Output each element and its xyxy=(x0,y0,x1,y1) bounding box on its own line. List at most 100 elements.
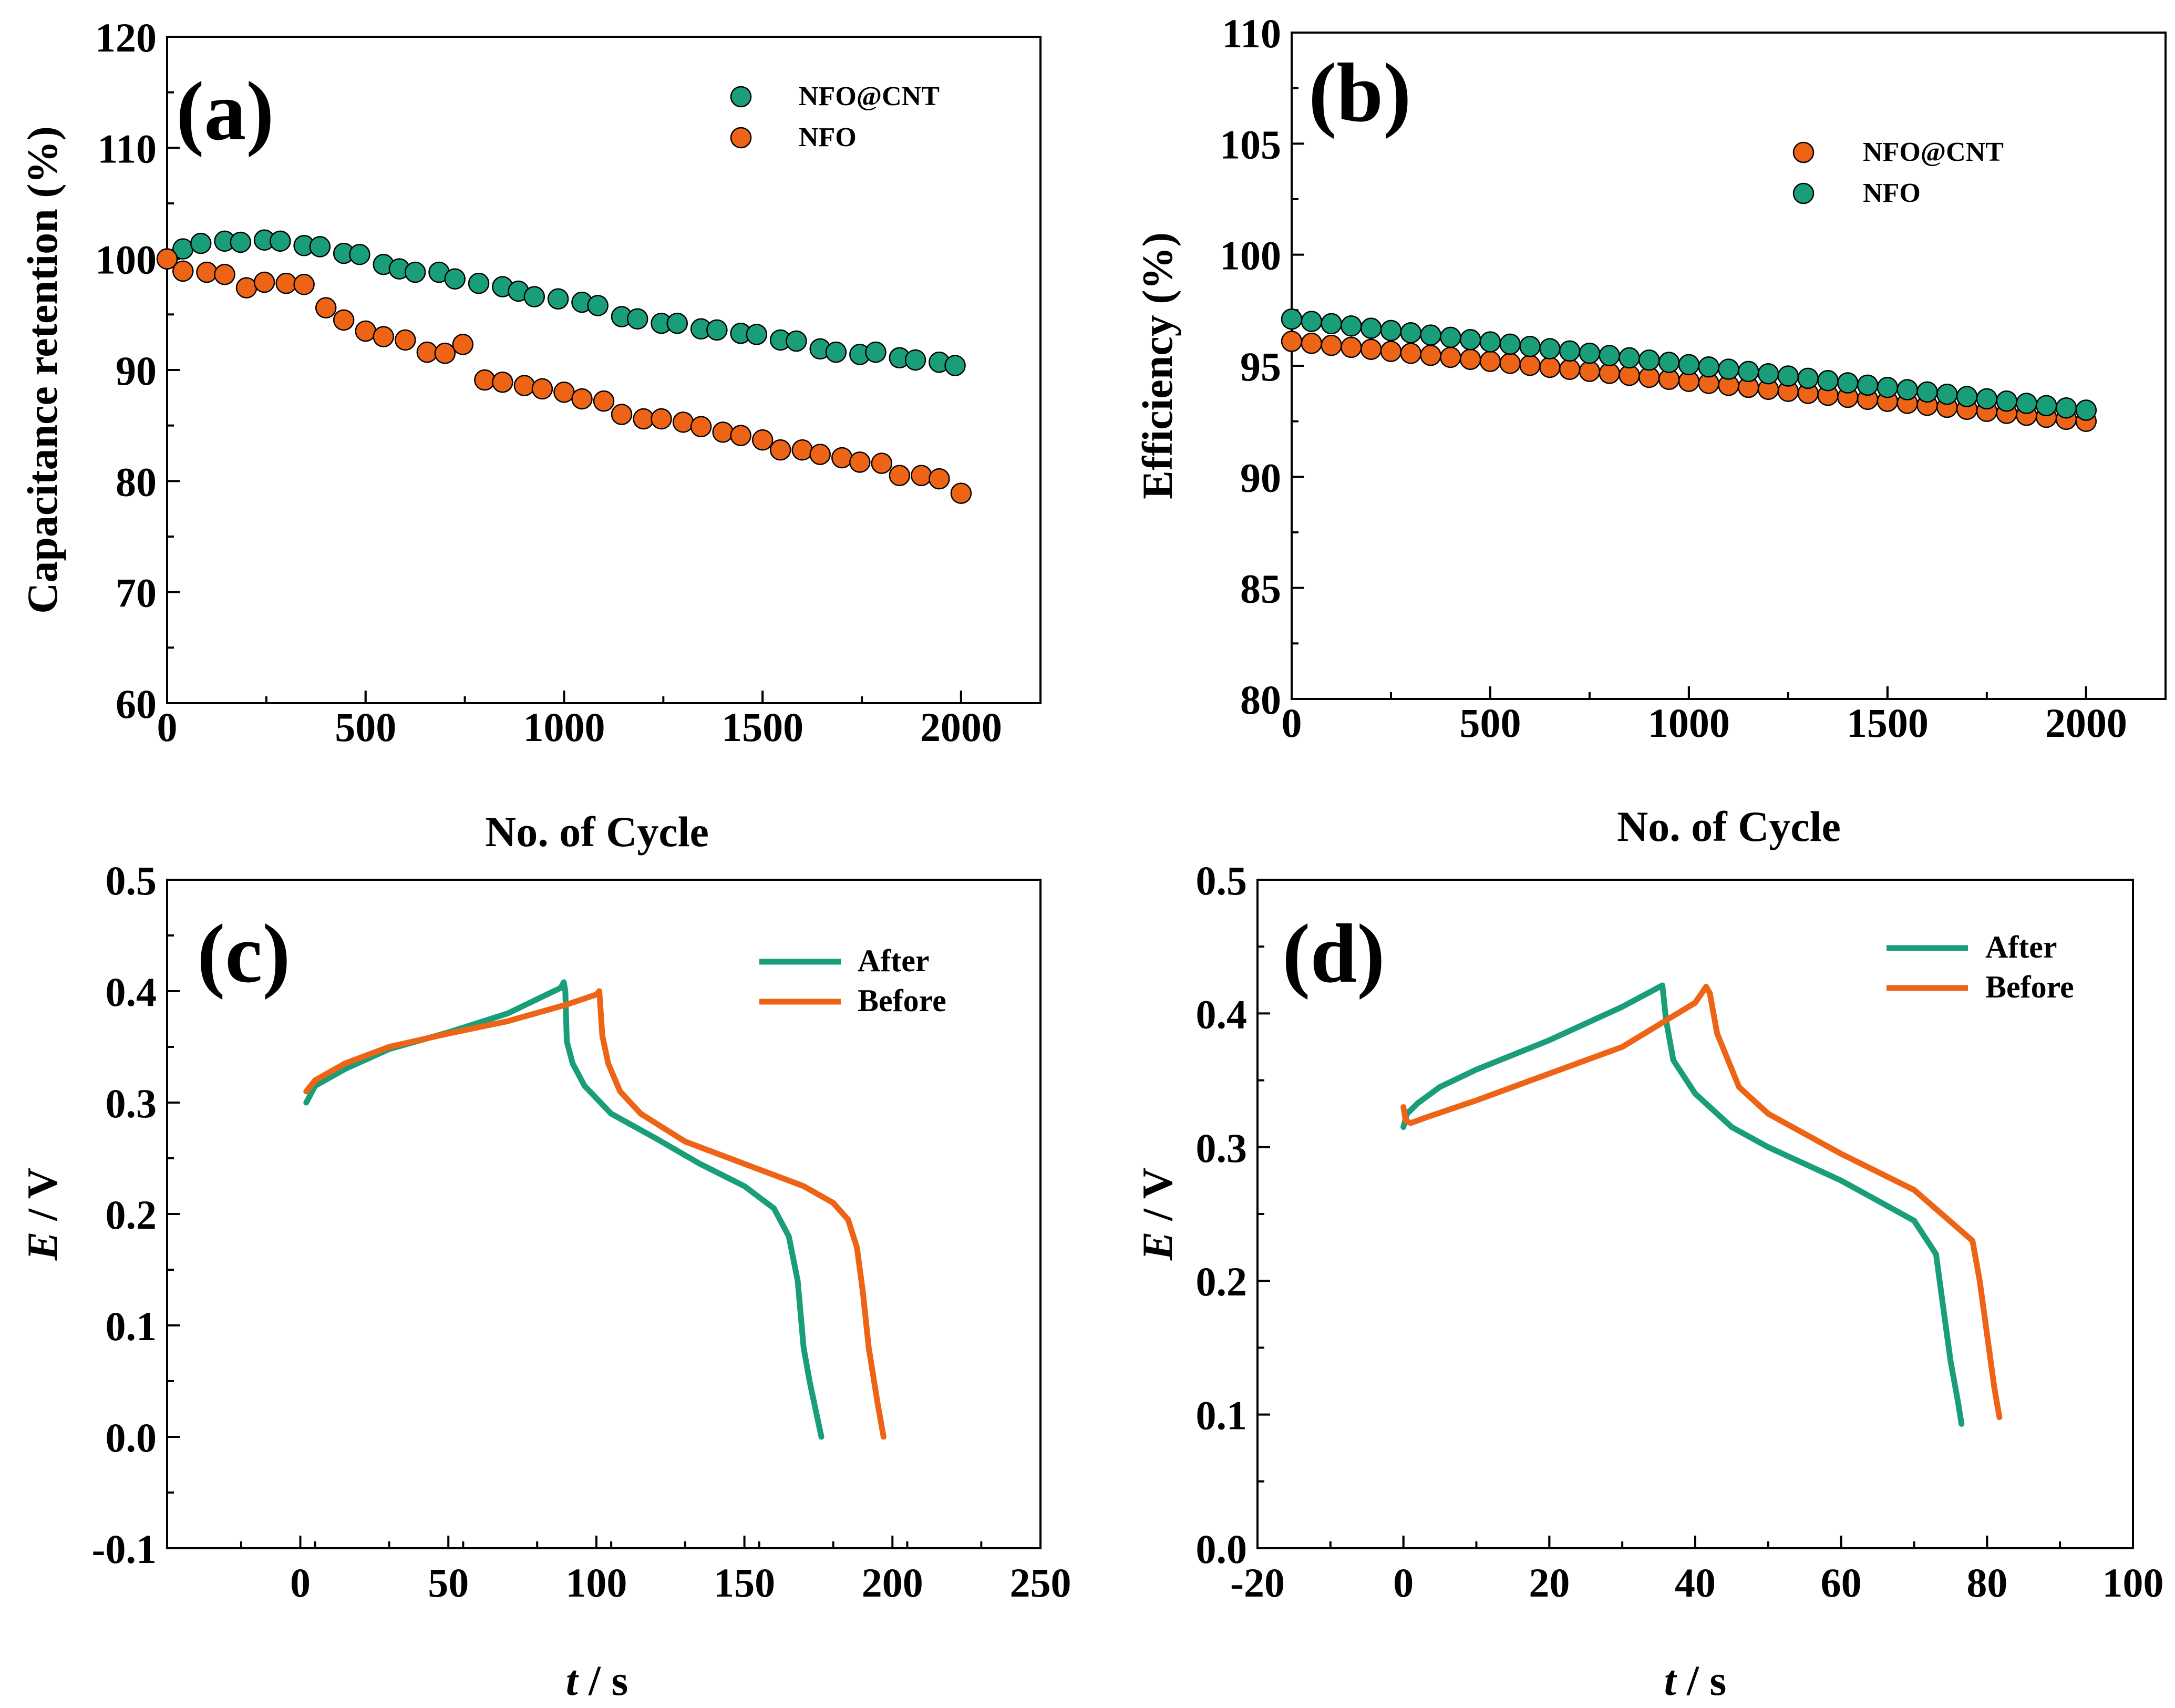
data-point xyxy=(1440,346,1461,368)
plot-frame xyxy=(166,879,1042,1549)
y-tick-label: 110 xyxy=(97,126,157,171)
data-point xyxy=(1797,367,1819,389)
data-point xyxy=(333,309,355,331)
legend-label: After xyxy=(1985,930,2057,964)
data-point xyxy=(1936,383,1958,405)
x-tick-label: 2000 xyxy=(920,704,1002,750)
series-nfo-cnt xyxy=(156,229,966,376)
data-point xyxy=(523,286,545,307)
data-point xyxy=(1281,331,1303,352)
data-point xyxy=(531,378,553,400)
data-point xyxy=(730,425,751,446)
data-point xyxy=(904,349,926,371)
data-point xyxy=(1738,361,1759,383)
data-point xyxy=(651,408,672,430)
data-point xyxy=(825,341,847,363)
data-point xyxy=(1619,347,1640,369)
x-tick-label: 200 xyxy=(862,1560,923,1606)
series-nfo-cnt xyxy=(1281,331,2097,432)
data-point xyxy=(746,324,768,345)
y-tick-label: 0.1 xyxy=(1196,1393,1248,1438)
data-point xyxy=(190,232,212,254)
x-tick-label: 500 xyxy=(1459,700,1521,746)
legend-item: Before xyxy=(1887,970,2074,1004)
data-point xyxy=(1698,356,1719,378)
data-point xyxy=(214,264,235,285)
data-point xyxy=(547,288,569,310)
data-point xyxy=(1400,343,1422,364)
data-point xyxy=(1718,358,1739,380)
y-tick-label: 95 xyxy=(1240,344,1281,389)
x-tick-label: 1500 xyxy=(1847,700,1929,746)
data-point xyxy=(1956,386,1978,407)
data-point xyxy=(404,261,426,283)
y-tick-label: 70 xyxy=(116,570,157,616)
x-axis-label: t / s xyxy=(1664,1656,1727,1704)
legend-label: After xyxy=(858,943,930,978)
data-point xyxy=(626,308,648,330)
panel-label: (b) xyxy=(1308,46,1411,139)
y-tick-label: 90 xyxy=(116,348,157,394)
y-tick-label: 0.5 xyxy=(106,858,157,903)
legend: NFO@CNT NFO xyxy=(1792,137,2004,208)
data-point xyxy=(690,416,712,438)
legend: After Before xyxy=(759,943,946,1018)
data-point xyxy=(1420,344,1441,366)
data-point xyxy=(1459,328,1481,351)
data-point xyxy=(434,343,456,364)
data-point xyxy=(1539,338,1561,359)
legend: After Before xyxy=(1887,930,2074,1004)
x-tick-label: 0 xyxy=(1393,1560,1414,1606)
y-tick-label: 80 xyxy=(116,459,157,505)
data-point xyxy=(1678,354,1700,376)
data-point xyxy=(315,297,337,318)
data-point xyxy=(1281,308,1303,330)
x-tick-label: 1000 xyxy=(523,704,605,750)
legend-marker xyxy=(730,86,752,108)
y-tick-label: 0.0 xyxy=(1196,1526,1248,1572)
data-point xyxy=(1341,315,1362,337)
data-point xyxy=(1479,351,1501,372)
x-tick-label: 100 xyxy=(565,1560,627,1606)
series-before xyxy=(1400,984,2003,1421)
x-axis-symbol: t xyxy=(1664,1656,1677,1704)
data-point xyxy=(1896,379,1918,400)
data-point xyxy=(911,465,932,487)
data-point xyxy=(849,451,871,473)
data-point xyxy=(1996,390,2017,412)
legend: NFO@CNT NFO xyxy=(730,81,940,152)
data-point xyxy=(1499,353,1521,374)
data-point xyxy=(1817,369,1839,392)
x-tick-label: 20 xyxy=(1529,1560,1570,1606)
data-point xyxy=(1519,354,1541,376)
y-axis-symbol: E xyxy=(18,1231,66,1261)
series-nfo xyxy=(156,248,972,504)
x-tick-label: 50 xyxy=(428,1560,469,1606)
data-point xyxy=(633,408,654,430)
data-point xyxy=(950,482,972,504)
data-point xyxy=(1301,333,1323,354)
data-point xyxy=(172,260,194,282)
data-point xyxy=(1380,320,1402,342)
legend-item: After xyxy=(1887,930,2057,964)
x-tick-label: 80 xyxy=(1966,1560,2007,1606)
data-point xyxy=(769,439,791,461)
data-point xyxy=(809,444,831,465)
data-point xyxy=(1499,333,1521,355)
legend-label: Before xyxy=(1985,970,2074,1004)
panel-c: 0 50 100 150 200 250 -0.1 0.0 0.1 0.2 0.3 0.4 0.5 (c)… xyxy=(18,858,1071,1704)
legend-item: NFO@CNT xyxy=(1792,137,2004,167)
data-point xyxy=(355,320,376,342)
data-point xyxy=(1757,363,1779,385)
x-tick-label: 40 xyxy=(1675,1560,1716,1606)
series-after xyxy=(1400,982,1965,1427)
data-point xyxy=(1599,363,1620,384)
y-tick-label: 85 xyxy=(1240,566,1281,612)
data-point xyxy=(1440,326,1461,348)
data-point xyxy=(373,326,394,347)
x-tick-label: 500 xyxy=(335,704,396,750)
data-point xyxy=(452,334,474,355)
legend-item: After xyxy=(759,943,930,978)
y-tick-label: 105 xyxy=(1220,121,1281,167)
data-point xyxy=(553,382,575,403)
